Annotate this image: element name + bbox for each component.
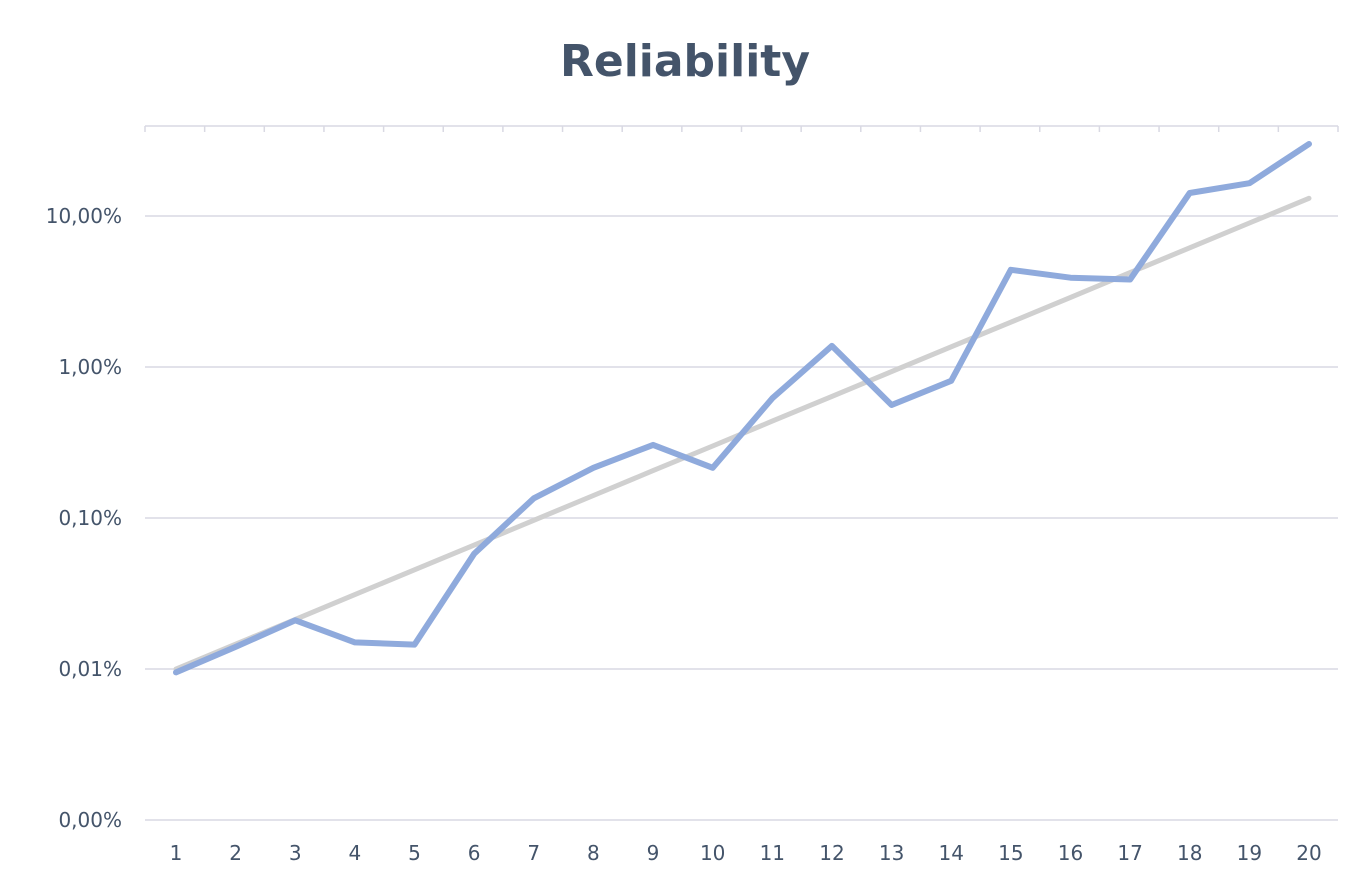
gridlines — [145, 125, 1338, 821]
x-tick-label: 19 — [1237, 841, 1262, 865]
y-tick-label-bottom: 0,00% — [58, 808, 122, 832]
x-tick-label: 18 — [1177, 841, 1202, 865]
x-tick-label: 14 — [938, 841, 963, 865]
y-tick-label: 0,01% — [58, 657, 122, 681]
y-axis-tick-labels: 0,01% 0,10% 1,00% 10,00% 0,00% — [46, 204, 122, 832]
x-tick-label: 9 — [647, 841, 660, 865]
x-tick-label: 1 — [170, 841, 183, 865]
x-tick-label: 11 — [760, 841, 785, 865]
series-lines — [173, 141, 1312, 676]
x-tick-label: 20 — [1296, 841, 1321, 865]
x-tick-label: 4 — [349, 841, 362, 865]
x-tick-label: 6 — [468, 841, 481, 865]
x-tick-label: 16 — [1058, 841, 1083, 865]
x-tick-label: 10 — [700, 841, 725, 865]
series-line-reliability — [173, 141, 1312, 676]
x-axis-ticks — [144, 126, 1339, 132]
x-tick-label: 7 — [527, 841, 540, 865]
y-tick-label: 0,10% — [58, 506, 122, 530]
y-tick-label: 1,00% — [58, 355, 122, 379]
x-tick-label: 15 — [998, 841, 1023, 865]
x-axis-tick-labels: 1 2 3 4 5 6 7 8 9 10 11 12 13 14 15 16 17 18 19 20 — [170, 841, 1322, 865]
x-tick-label: 3 — [289, 841, 302, 865]
y-tick-label: 10,00% — [46, 204, 122, 228]
chart-title: Reliability — [560, 36, 810, 87]
x-tick-label: 12 — [819, 841, 844, 865]
x-tick-label: 17 — [1117, 841, 1142, 865]
x-tick-label: 2 — [229, 841, 242, 865]
x-tick-label: 13 — [879, 841, 904, 865]
x-tick-label: 5 — [408, 841, 421, 865]
x-tick-label: 8 — [587, 841, 600, 865]
